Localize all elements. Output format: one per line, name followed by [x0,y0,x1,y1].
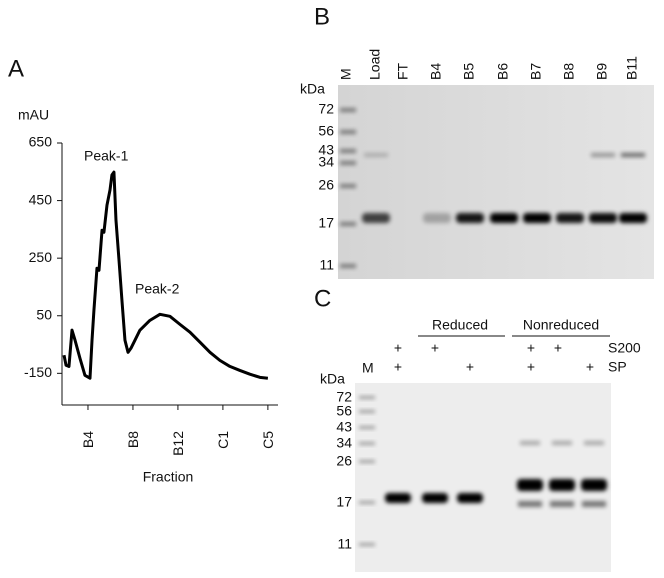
unit-label: kDa [320,371,345,387]
protein-band [550,501,574,507]
marker-band [340,222,356,226]
protein-band [490,213,518,223]
gel-image [338,85,654,279]
marker-band [359,426,375,429]
condition-sign: + [527,340,535,356]
marker-label: 26 [318,177,334,193]
y-tick-label: 650 [29,134,53,150]
x-tick-label: C5 [260,431,276,449]
x-axis-label: Fraction [143,469,194,485]
protein-band [520,441,540,445]
protein-band [457,493,483,503]
protein-band [518,501,542,507]
x-tick-label: C1 [215,431,231,449]
condition-sign: + [394,359,402,375]
protein-band [549,479,575,491]
panel-label: A [8,55,24,82]
marker-band [340,149,356,153]
marker-label: 11 [337,536,352,552]
condition-label: SP [608,359,627,375]
protein-band [581,479,607,491]
marker-band [359,543,375,546]
y-tick-label: 450 [29,191,53,207]
x-tick-label: B4 [80,431,96,448]
protein-band [552,441,572,445]
marker-band [359,396,375,399]
marker-band [359,410,375,413]
x-tick-label: B12 [170,431,186,456]
marker-label: 34 [336,435,352,451]
protein-band [422,493,448,503]
lane-label: B4 [428,63,444,80]
marker-band [340,264,356,268]
condition-sign: + [394,340,402,356]
lane-label: B5 [461,63,477,80]
protein-band [589,213,617,223]
marker-label: 43 [336,419,352,435]
lane-label: B6 [495,63,511,80]
y-axis-label: mAU [18,107,49,123]
protein-band [385,493,411,503]
data-line [62,170,269,380]
condition-sign: + [527,359,535,375]
lane-label: B9 [594,63,610,80]
lane-label: M [338,68,354,80]
annotation: Peak-1 [84,148,129,164]
marker-band [359,501,375,504]
lane-label: B11 [624,56,640,80]
marker-label: 26 [336,453,352,469]
marker-band [359,442,375,445]
marker-label: 72 [318,101,334,117]
marker-label: 56 [318,123,334,139]
protein-band [364,153,388,157]
y-tick-label: 50 [36,306,52,322]
panel-label: B [314,3,330,30]
protein-band [523,213,551,223]
protein-band [582,501,606,507]
panel-label: C [314,285,331,312]
marker-band [340,161,356,165]
protein-band [423,213,451,223]
marker-label: 43 [318,142,334,158]
gel-image [355,383,611,572]
y-tick-label: 250 [29,249,53,265]
protein-band [556,213,584,223]
marker-label: 56 [336,403,352,419]
protein-band [584,441,604,445]
annotation: Peak-2 [135,281,180,297]
marker-band [359,460,375,463]
condition-label: S200 [608,340,641,356]
marker-label: 11 [319,257,334,273]
condition-sign: + [554,340,562,356]
marker-band [340,184,356,188]
marker-label: 17 [336,494,352,510]
marker-band [340,130,356,134]
marker-label: 34 [318,154,334,170]
protein-band [619,213,647,223]
lane-label: B8 [561,63,577,80]
marker-label: 17 [318,215,334,231]
condition-sign: + [466,359,474,375]
group-label: Nonreduced [523,317,599,333]
protein-band [621,153,645,157]
protein-band [517,479,543,491]
x-tick-label: B8 [125,431,141,448]
marker-band [340,108,356,112]
group-label: Reduced [432,317,488,333]
protein-band [362,213,390,223]
protein-band [591,153,615,157]
lane-label: Load [367,49,383,80]
marker-label: 72 [336,389,352,405]
y-tick-label: -150 [24,364,52,380]
condition-sign: + [586,359,594,375]
lane-label: FT [395,62,411,80]
condition-sign: + [431,340,439,356]
unit-label: kDa [300,81,325,97]
lane-label: B7 [528,63,544,80]
protein-band [456,213,484,223]
lane-label: M [362,360,374,376]
